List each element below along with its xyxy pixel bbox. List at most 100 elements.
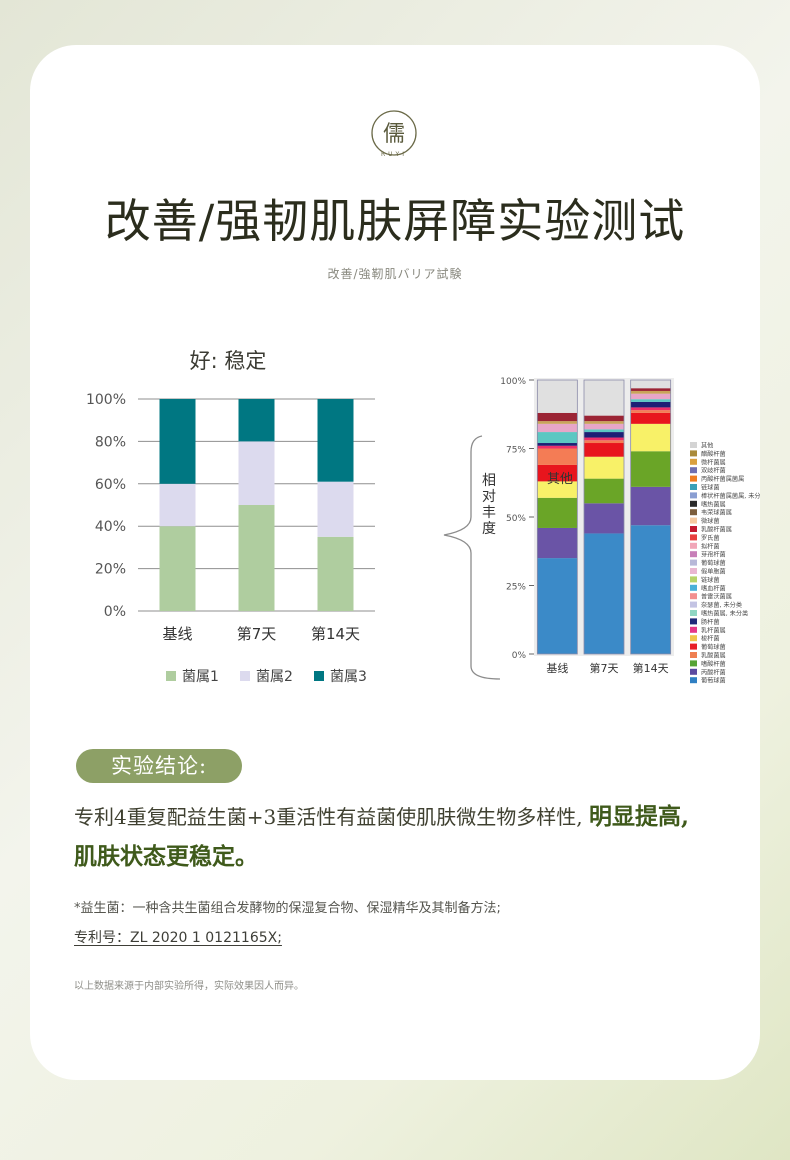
y-tick-label: 50% <box>506 514 526 524</box>
bar-segment <box>630 525 671 654</box>
y-tick-label: 60% <box>95 477 126 493</box>
y-tick-label: 0% <box>512 651 527 661</box>
bar-outline <box>630 379 672 655</box>
bar-segment <box>630 393 671 400</box>
legend-label: 菌属2 <box>256 669 293 685</box>
disclaimer: 以上数据来源于内部实验所得，实际效果因人而异。 <box>74 981 304 992</box>
bar-segment <box>584 478 624 504</box>
y-tick-label: 40% <box>95 519 126 535</box>
patent-number: 专利号：ZL 2020 1 0121165X; <box>74 930 282 946</box>
legend-swatch <box>690 492 697 499</box>
bar-segment <box>584 432 624 438</box>
bar-segment <box>537 445 578 449</box>
y-tick-label: 100% <box>86 392 126 408</box>
bar-segment <box>584 437 624 441</box>
legend-swatch <box>690 458 697 465</box>
bar-segment <box>159 526 196 611</box>
legend-swatch <box>690 467 697 474</box>
bar-segment <box>537 421 578 424</box>
legend-swatch <box>690 652 697 658</box>
y-tick-label: 75% <box>506 446 526 456</box>
abundance-bar-chart: 0% 25% 50% 75% 100% 基线 第7天 第14天 其他 相对丰度 其他醋酸杆菌微杆菌属… <box>443 377 760 685</box>
bar-segment <box>238 441 275 505</box>
x-tick-label: 第7天 <box>590 661 619 675</box>
y-tick-label: 20% <box>95 562 126 578</box>
bar-outline <box>583 379 625 655</box>
bar-segment <box>584 429 624 433</box>
bar-segment <box>537 432 578 444</box>
bar-segment <box>584 415 624 422</box>
bar-segment <box>238 505 275 611</box>
bar-segment <box>159 483 196 527</box>
x-tick-label: 第14天 <box>311 625 360 643</box>
y-tick-label: 25% <box>506 583 526 593</box>
bar-outline <box>536 379 578 655</box>
legend-swatch <box>690 484 697 490</box>
conclusion-highlight-1: 明显提高, <box>588 803 689 830</box>
legend-swatch <box>690 542 697 549</box>
legend-label: 菌属3 <box>330 669 367 685</box>
legend-swatch <box>690 610 697 616</box>
x-tick-label: 第7天 <box>237 625 277 643</box>
chart-title: 好: 稳定 <box>190 349 267 373</box>
legend-swatch <box>690 668 697 675</box>
bar-segment <box>630 388 671 391</box>
legend-swatch <box>690 626 697 633</box>
legend-label: 菌属1 <box>182 669 219 685</box>
legend-swatch <box>690 526 697 532</box>
bar-segment <box>630 423 671 452</box>
logo-ring <box>371 110 417 156</box>
bar-segment <box>584 456 624 479</box>
legend-swatch <box>690 534 697 541</box>
legend-swatch <box>690 618 697 625</box>
bar-segment <box>630 399 671 402</box>
bar-segment <box>537 527 578 559</box>
bar-segment <box>584 443 624 457</box>
bar-segment <box>584 503 624 534</box>
legend-labels: 其他醋酸杆菌微杆菌属双歧杆菌丙酸杆菌属菌属链球菌棒状杆菌属菌属, 未分类嗜热菌属… <box>701 442 760 685</box>
legend-swatch <box>240 671 250 681</box>
legend-swatch <box>690 677 697 684</box>
page-title: 改善/强韧肌肤屏障实验测试 <box>104 194 686 248</box>
x-tick-label: 基线 <box>546 661 568 675</box>
bar-segment <box>584 423 624 430</box>
brace-bracket <box>443 435 501 680</box>
logo-wordmark: RUYI <box>381 151 407 158</box>
legend-swatch <box>690 635 697 642</box>
bar-segment <box>584 380 624 416</box>
bar-segment <box>630 390 671 394</box>
bar-segment <box>537 497 578 528</box>
page-subtitle: 改善/強靭肌バリア試験 <box>327 267 463 281</box>
content-card: 儒 RUYI 改善/强韧肌肤屏障实验测试 改善/強靭肌バリア試験 好: 稳定 0%… <box>30 45 760 1080</box>
legend-swatch <box>690 551 697 558</box>
conclusion-label: 实验结论: <box>76 749 242 783</box>
y-tick-label: 100% <box>500 377 526 387</box>
y-axis-label: 相对丰度 <box>482 473 496 537</box>
legend-swatch <box>690 568 697 574</box>
bar-segment <box>630 401 671 408</box>
legend-swatch <box>690 593 697 600</box>
conclusion-text: 专利4重复配益生菌+3重活性有益菌使肌肤微生物多样性, 明显提高, 肌肤状态更稳… <box>74 797 734 877</box>
legend-swatch <box>690 601 697 608</box>
logo-glyph: 儒 <box>383 122 405 147</box>
x-tick-label: 第14天 <box>633 661 669 675</box>
bar-segment <box>537 423 578 433</box>
bar-segment <box>537 558 578 654</box>
conclusion-normal-text: 专利4重复配益生菌+3重活性有益菌使肌肤微生物多样性, <box>74 805 583 829</box>
x-tick-label: 基线 <box>162 625 192 643</box>
bar-segment <box>317 536 354 611</box>
bar-segment <box>630 380 671 389</box>
y-tick-label: 0% <box>104 604 126 620</box>
bar-segment <box>584 533 624 654</box>
y-tick-label: 80% <box>95 434 126 450</box>
footnote: *益生菌：一种含共生菌组合发酵物的保湿复合物、保湿精华及其制备方法; <box>74 901 501 916</box>
legend-swatch <box>690 509 697 516</box>
bar-segment <box>584 421 624 424</box>
legend-swatch <box>690 643 697 650</box>
legend-swatch <box>690 660 697 667</box>
bar-segment <box>584 440 624 444</box>
bar-segment <box>537 481 578 498</box>
inner-label: 其他 <box>547 472 573 487</box>
bar-segment <box>630 407 671 411</box>
